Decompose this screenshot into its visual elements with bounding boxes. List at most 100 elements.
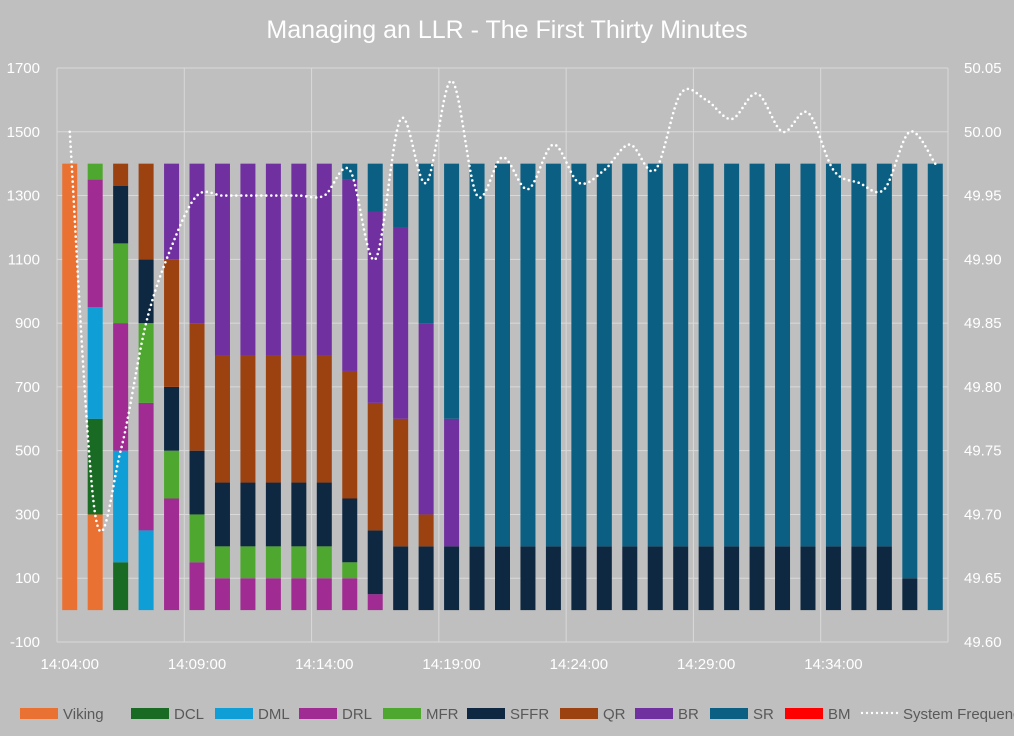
- bar-segment-br: [240, 163, 256, 355]
- bar-segment-br: [393, 227, 409, 419]
- frequency-line: [68, 79, 937, 533]
- bar-segment-sffr: [851, 546, 867, 611]
- bar-segment-sr: [825, 163, 841, 547]
- bar-segment-sffr: [444, 546, 460, 611]
- y-tick-label: 1300: [7, 188, 40, 205]
- bar-segment-br: [291, 163, 307, 355]
- chart-title: Managing an LLR - The First Thirty Minut…: [266, 16, 747, 44]
- legend-swatch-dcl: [131, 708, 169, 719]
- bar-segment-sr: [596, 163, 612, 547]
- bar-segment-mfr: [113, 243, 129, 324]
- bar-segment-sr: [520, 163, 536, 547]
- bar-segment-sffr: [138, 259, 154, 324]
- y2-tick-label: 49.90: [964, 251, 1002, 268]
- bar-segment-sr: [775, 163, 791, 547]
- bar-segment-sr: [622, 163, 638, 547]
- bar-segment-sffr: [596, 546, 612, 611]
- bar-segment-qr: [214, 355, 230, 483]
- legend-swatch-br: [635, 708, 673, 719]
- x-tick-label: 14:34:00: [804, 656, 862, 673]
- bar-segment-sffr: [164, 386, 180, 451]
- bar-segment-sffr: [291, 482, 307, 547]
- bar-segment-sffr: [214, 482, 230, 547]
- legend-swatch-viking: [20, 708, 58, 719]
- legend-label: DRL: [342, 706, 372, 723]
- y-tick-label: 300: [15, 506, 40, 523]
- legend-label: DML: [258, 706, 290, 723]
- bar-segment-dml: [87, 307, 103, 419]
- bar-segment-sr: [673, 163, 689, 547]
- bar-segment-sr: [876, 163, 892, 547]
- bar-segment-sffr: [240, 482, 256, 547]
- bar-segment-sr: [393, 163, 409, 228]
- legend: Viking DCL DML DRL MFR SFFR QR BR SR BM System Fre…: [20, 706, 1014, 723]
- y2-tick-label: 49.60: [964, 634, 1002, 651]
- bar-segment-sffr: [545, 546, 561, 611]
- bar-segment-sffr: [316, 482, 332, 547]
- legend-swatch-dml: [215, 708, 253, 719]
- legend-label: SR: [753, 706, 774, 723]
- bar-segment-qr: [367, 402, 383, 531]
- bar-segment-sffr: [571, 546, 587, 611]
- y-tick-label: 1700: [7, 60, 40, 77]
- y-tick-label: 100: [15, 570, 40, 587]
- y2-tick-label: 49.80: [964, 379, 1002, 396]
- y-tick-label: -100: [10, 634, 40, 651]
- bar-segment-qr: [189, 323, 205, 451]
- bar-segment-qr: [138, 163, 154, 260]
- legend-swatch-sffr: [467, 708, 505, 719]
- y2-tick-label: 49.70: [964, 506, 1002, 523]
- bar-segment-mfr: [214, 546, 230, 579]
- y2-tick-label: 49.85: [964, 315, 1002, 332]
- bar-segment-sr: [749, 163, 765, 547]
- bar-segment-br: [214, 163, 230, 355]
- bar-segment-br: [342, 179, 358, 371]
- bars: [62, 163, 943, 611]
- bar-segment-sffr: [393, 546, 409, 611]
- bar-segment-mfr: [265, 546, 281, 579]
- bar-segment-sffr: [189, 450, 205, 515]
- bar-segment-qr: [240, 355, 256, 483]
- legend-swatch-bm: [785, 708, 823, 719]
- bar-segment-drl: [138, 402, 154, 531]
- bar-segment-drl: [367, 594, 383, 611]
- bar-segment-drl: [240, 578, 256, 611]
- bar-segment-sffr: [775, 546, 791, 611]
- bar-segment-sr: [647, 163, 663, 547]
- bar-segment-sr: [367, 163, 383, 212]
- bar-segment-sffr: [876, 546, 892, 611]
- bar-segment-sffr: [113, 185, 129, 244]
- bar-segment-drl: [113, 323, 129, 451]
- y-tick-label: 1100: [8, 251, 40, 268]
- bar-segment-mfr: [189, 514, 205, 563]
- bar-segment-br: [189, 163, 205, 324]
- bar-segment-mfr: [87, 163, 103, 180]
- bar-segment-sr: [418, 163, 434, 324]
- bar-segment-dcl: [113, 562, 129, 611]
- bar-segment-sr: [545, 163, 561, 547]
- axes: -100 100 300 500 700 900 1100 1300 1500 1700 49.60…: [7, 60, 1002, 673]
- bar-segment-sffr: [265, 482, 281, 547]
- bar-segment-sr: [571, 163, 587, 547]
- y2-tick-label: 50.05: [964, 60, 1002, 77]
- bar-segment-br: [418, 323, 434, 515]
- bar-segment-sr: [902, 163, 918, 579]
- bar-segment-sffr: [749, 546, 765, 611]
- bar-segment-viking: [87, 514, 103, 611]
- bar-segment-qr: [113, 163, 129, 186]
- bar-segment-drl: [87, 179, 103, 308]
- bar-segment-mfr: [164, 450, 180, 499]
- legend-swatch-qr: [560, 708, 598, 719]
- bar-segment-mfr: [342, 562, 358, 579]
- bar-segment-drl: [164, 498, 180, 611]
- bar-segment-sffr: [418, 546, 434, 611]
- y-tick-label: 1500: [7, 124, 40, 141]
- legend-label: BR: [678, 706, 699, 723]
- bar-segment-sffr: [902, 578, 918, 611]
- bar-segment-sffr: [469, 546, 485, 611]
- legend-label: SFFR: [510, 706, 549, 723]
- bar-segment-mfr: [138, 323, 154, 403]
- bar-segment-sffr: [342, 498, 358, 563]
- y2-tick-label: 49.75: [964, 443, 1002, 460]
